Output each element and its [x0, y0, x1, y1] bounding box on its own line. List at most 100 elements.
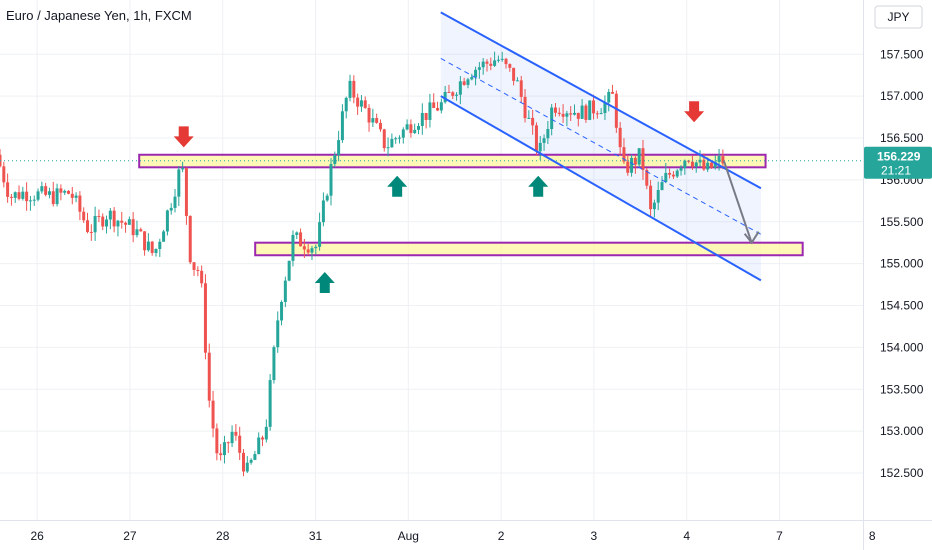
- y-tick-label: 157.000: [880, 89, 924, 103]
- candle-body: [200, 270, 204, 284]
- candle-body: [561, 113, 565, 117]
- candle-body: [310, 248, 314, 253]
- candle-body: [272, 347, 276, 381]
- candle-body: [143, 231, 147, 251]
- currency-label-box[interactable]: [874, 5, 923, 29]
- candle-body: [325, 195, 329, 201]
- x-tick-label: 7: [776, 529, 783, 543]
- candle-layer: [0, 51, 725, 477]
- candle-body: [637, 148, 641, 165]
- candle-body: [462, 81, 466, 85]
- candle-body: [276, 320, 280, 348]
- candle-body: [264, 426, 268, 440]
- candle-body: [82, 211, 86, 221]
- y-tick-label: 154.000: [880, 340, 924, 354]
- candle-body: [337, 140, 341, 156]
- candle-body: [401, 129, 405, 138]
- candle-body: [550, 107, 554, 130]
- x-tick-label: 26: [30, 529, 44, 543]
- candle-body: [344, 97, 348, 112]
- buy-signal-arrow-icon: [528, 175, 549, 197]
- candle-body: [116, 220, 120, 227]
- candle-body: [241, 452, 245, 472]
- candle-body: [660, 182, 664, 191]
- candle-body: [63, 190, 67, 193]
- candle-body: [626, 161, 630, 173]
- candle-body: [280, 301, 284, 321]
- candle-body: [515, 80, 519, 82]
- candle-body: [668, 172, 672, 175]
- candle-body: [378, 122, 382, 130]
- candle-body: [329, 164, 333, 196]
- candle-body: [184, 168, 188, 216]
- candle-body: [447, 91, 451, 93]
- candle-body: [306, 249, 310, 253]
- candle-body: [108, 210, 112, 220]
- channel-layer: [0, 11, 863, 282]
- candle-body: [40, 186, 44, 192]
- candle-body: [375, 118, 379, 123]
- x-tick-label: 2: [498, 529, 505, 543]
- candle-body: [618, 127, 622, 148]
- candle-body: [607, 91, 611, 103]
- candle-body: [493, 60, 497, 66]
- candle-body: [192, 262, 196, 270]
- candle-body: [371, 118, 375, 123]
- candle-body: [97, 215, 101, 217]
- channel-mid-line[interactable]: [440, 57, 762, 235]
- candle-body: [382, 129, 386, 149]
- candle-body: [622, 147, 626, 162]
- projection-arrow-line[interactable]: [722, 160, 753, 244]
- candle-body: [599, 113, 603, 115]
- candle-body: [432, 102, 436, 108]
- candle-body: [439, 102, 443, 111]
- buy-signal-arrow-icon: [387, 175, 408, 197]
- candle-body: [474, 69, 478, 78]
- y-tick-label: 157.500: [880, 47, 924, 61]
- candle-body: [409, 124, 413, 134]
- candle-body: [21, 191, 25, 199]
- projection-arrow-head: [743, 231, 760, 245]
- candle-body: [367, 107, 371, 123]
- candle-body: [165, 210, 169, 232]
- candle-body: [86, 220, 90, 232]
- candle-body: [333, 155, 337, 165]
- last-price-box: [864, 146, 932, 179]
- channel-upper-line[interactable]: [440, 11, 762, 190]
- y-tick-label: 155.500: [880, 215, 924, 229]
- candle-body: [508, 64, 512, 68]
- candle-body: [268, 380, 272, 427]
- candle-body: [181, 168, 185, 170]
- candle-body: [207, 352, 211, 401]
- candle-body: [721, 156, 725, 164]
- candle-body: [455, 94, 459, 96]
- candle-body: [215, 428, 219, 454]
- candle-body: [234, 431, 238, 436]
- candle-body: [458, 81, 462, 95]
- candle-body: [169, 207, 173, 211]
- channel-lower-line[interactable]: [440, 95, 762, 282]
- candle-body: [588, 100, 592, 120]
- candle-body: [51, 191, 55, 205]
- candle-body: [470, 77, 474, 80]
- candle-body: [283, 280, 287, 302]
- candle-body: [120, 220, 124, 223]
- candle-body: [340, 111, 344, 141]
- candle-body: [257, 437, 261, 455]
- candle-body: [36, 191, 40, 200]
- candle-body: [196, 269, 200, 271]
- candle-body: [359, 100, 363, 107]
- candle-body: [222, 442, 226, 456]
- candle-body: [451, 92, 455, 96]
- candle-body: [706, 162, 710, 170]
- candle-body: [261, 437, 265, 440]
- candle-body: [553, 107, 557, 113]
- candle-body: [649, 185, 653, 210]
- candle-body: [656, 190, 660, 203]
- candle-body: [671, 174, 675, 177]
- candle-body: [690, 161, 694, 167]
- x-tick-label: Aug: [398, 529, 419, 543]
- support-resistance-zone[interactable]: [254, 241, 804, 257]
- candle-body: [230, 431, 234, 444]
